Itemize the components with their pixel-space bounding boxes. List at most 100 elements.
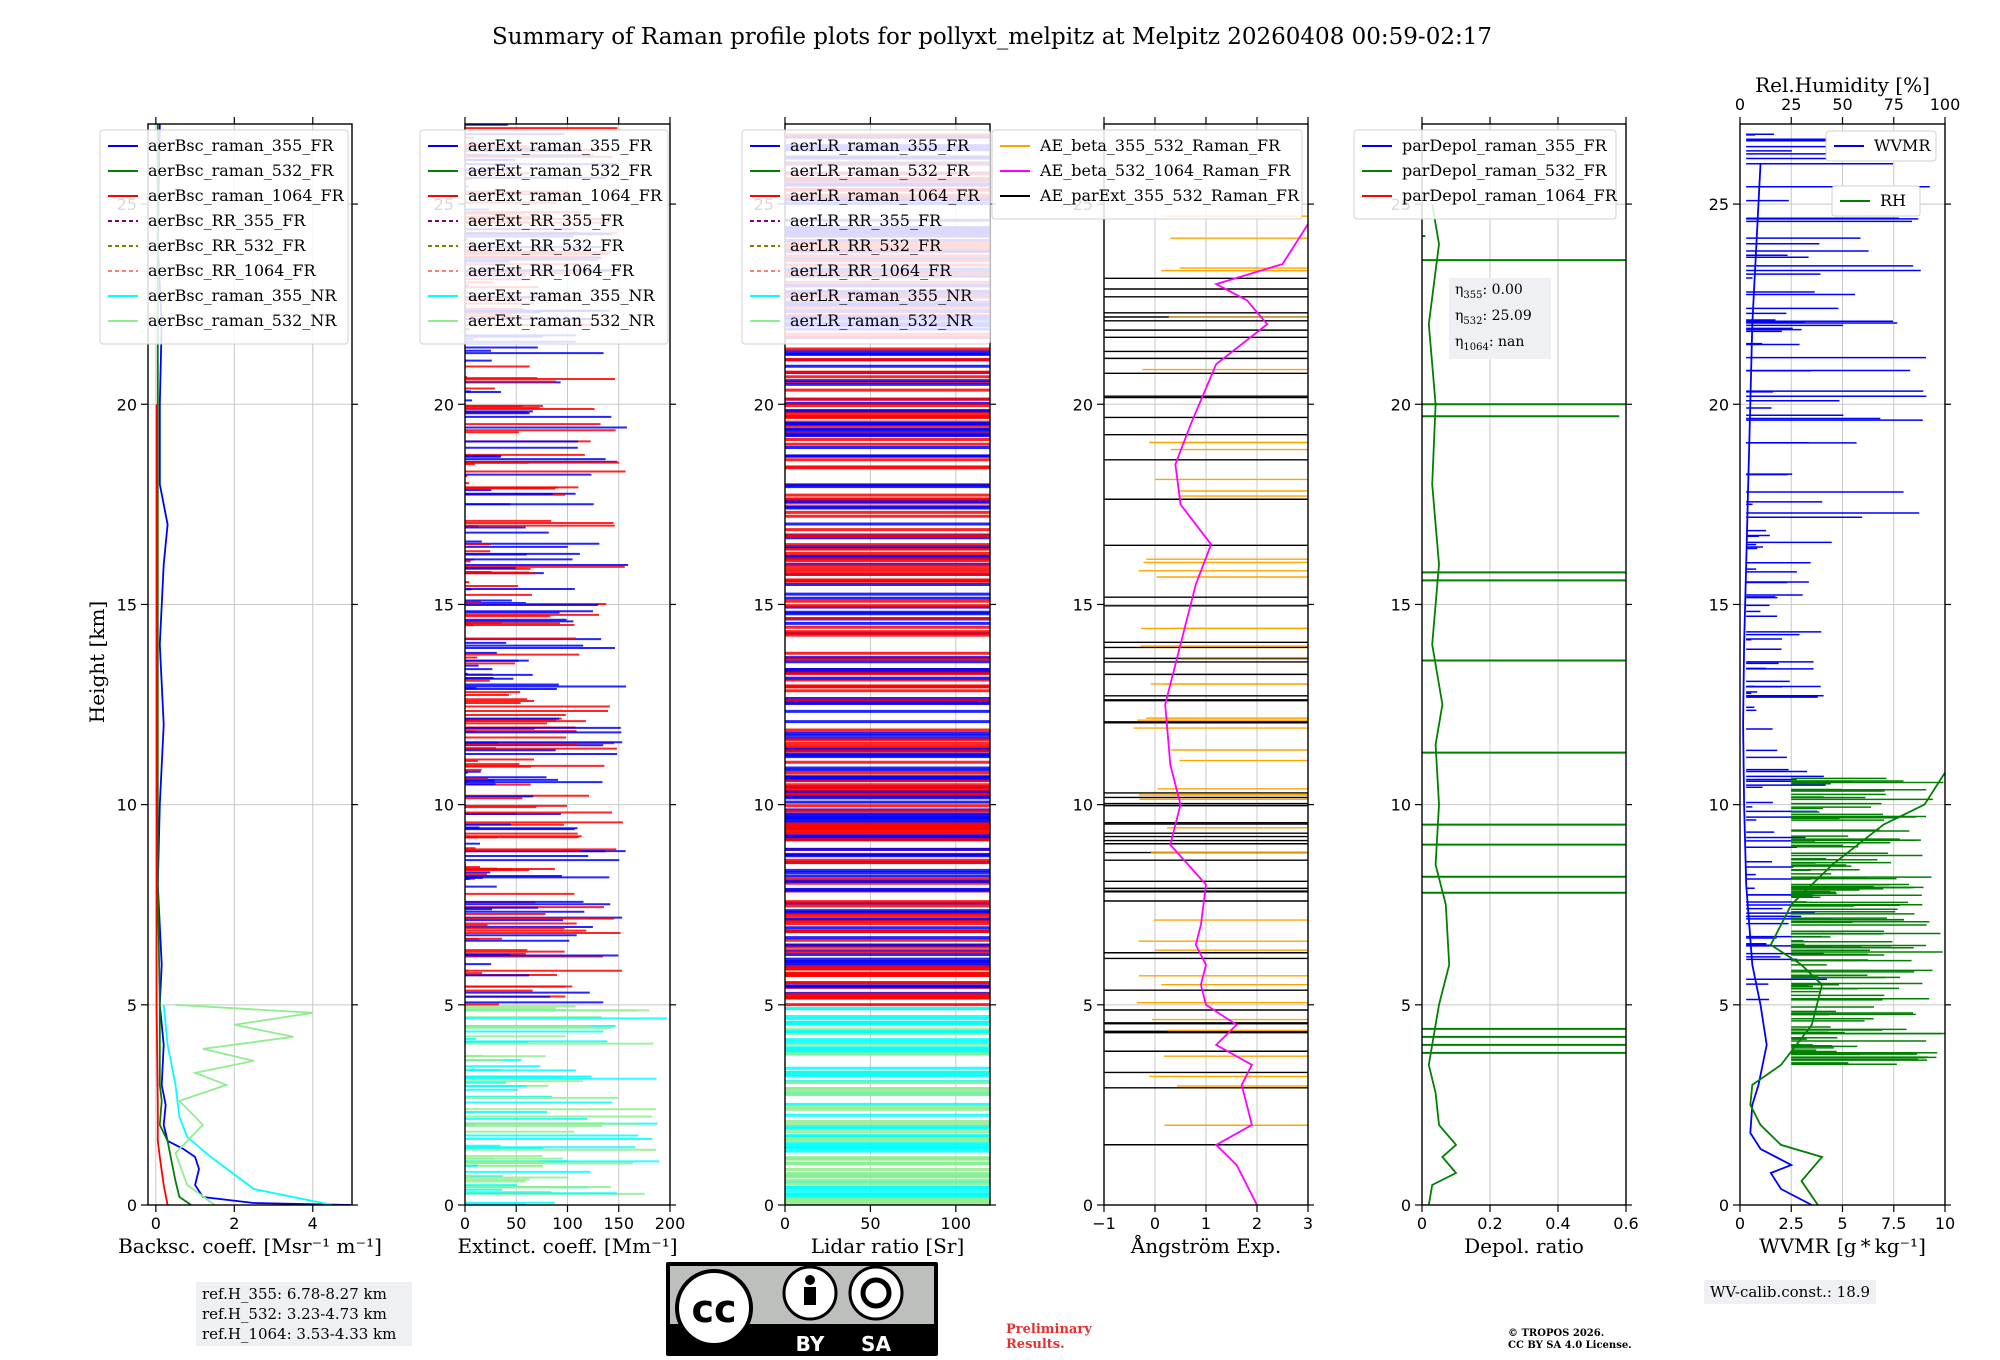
top-tick-label: 25: [1781, 95, 1801, 114]
legend-label: parDepol_raman_1064_FR: [1402, 186, 1618, 205]
series-line-aerBsc_raman_532_NR: [174, 1003, 313, 1205]
legend-RH: RH: [1831, 185, 1921, 217]
legend-label: aerExt_RR_1064_FR: [468, 261, 635, 280]
x-tick-label: 0: [151, 1214, 161, 1233]
x-tick-label: 100: [941, 1214, 972, 1233]
legend-label: aerLR_raman_355_FR: [790, 136, 970, 155]
y-tick-label: 15: [754, 595, 774, 614]
y-tick-label: 20: [434, 395, 454, 414]
ref-height-1064: ref.H_1064: 3.53-4.33 km: [202, 1325, 397, 1343]
panel-5: 00.20.40.60510152025Depol. ratioparDepol…: [1353, 117, 1639, 1258]
series-line-aerBsc_raman_1064_FR: [155, 404, 169, 1205]
wv-calib-text: WV-calib.const.: 18.9: [1710, 1283, 1871, 1301]
legend-label: aerBsc_raman_355_NR: [148, 286, 337, 305]
x-tick-label: 5: [1837, 1214, 1847, 1233]
x-tick-label: −1: [1092, 1214, 1116, 1233]
top-tick-label: 100: [1930, 95, 1961, 114]
y-tick-label: 5: [1083, 996, 1093, 1015]
x-tick-label: 0: [460, 1214, 470, 1233]
panel-3: 0501000510152025Lidar ratio [Sr]aerLR_ra…: [741, 117, 996, 1258]
y-tick-label: 0: [1083, 1196, 1093, 1215]
legend-box: [99, 129, 349, 345]
legend-WVMR: WVMR: [1825, 130, 1937, 162]
ref-height-532: ref.H_532: 3.23-4.73 km: [202, 1305, 387, 1323]
legend-label: aerLR_RR_1064_FR: [790, 261, 952, 280]
top-tick-label: 0: [1735, 95, 1745, 114]
legend-label: aerExt_RR_532_FR: [468, 236, 625, 255]
y-tick-label: 5: [1401, 996, 1411, 1015]
x-tick-label: 0: [1150, 1214, 1160, 1233]
y-tick-label: 0: [764, 1196, 774, 1215]
y-tick-label: 5: [444, 996, 454, 1015]
y-tick-label: 0: [1401, 1196, 1411, 1215]
legend-label: aerExt_raman_532_NR: [468, 311, 656, 330]
x-tick-label: 0.2: [1477, 1214, 1502, 1233]
x-tick-label: 50: [860, 1214, 880, 1233]
plot-area-5: [1422, 124, 1626, 1205]
y-tick-label: 20: [117, 395, 137, 414]
x-axis-label: WVMR [g * kg⁻¹]: [1759, 1234, 1926, 1258]
legend-5: parDepol_raman_355_FR parDepol_raman_532_…: [1353, 129, 1618, 220]
x-axis-label: Extinct. coeff. [Mm⁻¹]: [457, 1234, 677, 1258]
legend-label: aerBsc_raman_532_NR: [148, 311, 337, 330]
x-tick-label: 1: [1201, 1214, 1211, 1233]
legend-1: aerBsc_raman_355_FR aerBsc_raman_532_FRae…: [99, 129, 349, 345]
y-tick-label: 15: [434, 595, 454, 614]
badge-sa-label: SA: [861, 1332, 891, 1356]
legend-label: AE_beta_532_1064_Raman_FR: [1039, 161, 1291, 180]
top-axis-label: Rel.Humidity [%]: [1755, 73, 1930, 97]
eta-355: η355: 0.00: [1455, 282, 1523, 301]
ref-height-355: ref.H_355: 6.78-8.27 km: [202, 1285, 387, 1303]
legend-label: parDepol_raman_532_FR: [1402, 161, 1608, 180]
panel-frame: [147, 123, 353, 1206]
reference-height-box: ref.H_355: 6.78-8.27 km ref.H_532: 3.23-…: [196, 1282, 412, 1346]
legend-3: aerLR_raman_355_FR aerLR_raman_532_FR aerL…: [741, 129, 991, 345]
y-tick-label: 20: [1073, 395, 1093, 414]
y-tick-label: 20: [1709, 395, 1729, 414]
legend-label: aerLR_RR_532_FR: [790, 236, 942, 255]
legend-label: aerBsc_raman_1064_FR: [148, 186, 345, 205]
panel-frame: [784, 123, 991, 1206]
x-axis-label: Ångström Exp.: [1130, 1233, 1281, 1258]
legend-box: [1825, 130, 1937, 162]
y-tick-label: 5: [764, 996, 774, 1015]
x-tick-label: 7.5: [1881, 1214, 1906, 1233]
y-tick-label: 10: [754, 796, 774, 815]
y-tick-label: 25: [1709, 195, 1729, 214]
legend-label: aerBsc_RR_532_FR: [148, 236, 306, 255]
series-line-WVMR: [1742, 163, 1813, 1205]
series-line-aerBsc_raman_532_FR: [156, 124, 192, 1205]
x-tick-label: 0: [780, 1214, 790, 1233]
share-alike-icon: [848, 1265, 904, 1321]
x-axis-label: Backsc. coeff. [Msr⁻¹ m⁻¹]: [118, 1234, 382, 1258]
legend-label: aerLR_raman_532_FR: [790, 161, 970, 180]
series-line-parDepol_raman_532_FR: [1427, 203, 1458, 1205]
y-tick-label: 10: [1073, 796, 1093, 815]
y-tick-label: 0: [127, 1196, 137, 1215]
x-tick-label: 2: [1252, 1214, 1262, 1233]
top-tick-label: 75: [1884, 95, 1904, 114]
x-tick-label: 4: [308, 1214, 318, 1233]
y-tick-label: 15: [1073, 595, 1093, 614]
x-axis-label: Depol. ratio: [1464, 1234, 1584, 1258]
y-tick-label: 20: [1391, 395, 1411, 414]
legend-box: [419, 129, 669, 345]
y-tick-label: 0: [444, 1196, 454, 1215]
legend-label: RH: [1880, 191, 1906, 210]
series-line-RH: [1749, 772, 1945, 1205]
y-tick-label: 15: [117, 595, 137, 614]
y-tick-label: 10: [1391, 796, 1411, 815]
eta-532: η532: 25.09: [1455, 307, 1532, 327]
badge-by-label: BY: [796, 1332, 825, 1356]
legend-label: aerBsc_raman_532_FR: [148, 161, 334, 180]
y-tick-label: 5: [127, 996, 137, 1015]
x-tick-label: 50: [506, 1214, 526, 1233]
y-tick-label: 10: [117, 796, 137, 815]
legend-box: [991, 129, 1303, 220]
y-tick-label: 10: [1709, 796, 1729, 815]
legend-2: aerExt_raman_355_FR aerExt_raman_532_FRae…: [419, 129, 669, 345]
legend-label: aerExt_raman_1064_FR: [468, 186, 663, 205]
y-tick-label: 15: [1391, 595, 1411, 614]
